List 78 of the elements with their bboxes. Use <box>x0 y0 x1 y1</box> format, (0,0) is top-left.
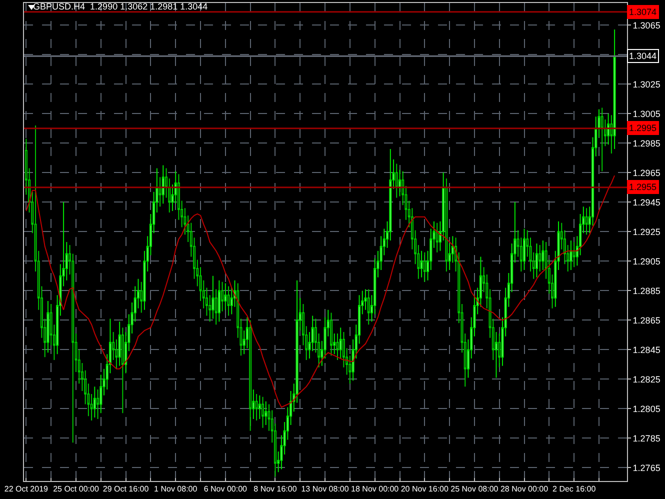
ref-line-label: 1.3044 <box>629 51 657 61</box>
candlestick <box>264 400 268 426</box>
candlestick <box>162 164 164 204</box>
y-tick-label: 1.2805 <box>632 404 660 414</box>
y-tick-label: 1.2965 <box>632 168 660 178</box>
candlestick <box>398 169 402 197</box>
x-tick-label: 13 Nov 08:00 <box>301 484 350 494</box>
ref-line-label: 1.2955 <box>629 182 657 192</box>
candlestick <box>535 242 538 278</box>
x-tick-label: 8 Nov 16:00 <box>254 484 298 494</box>
candlestick <box>258 394 261 420</box>
candlestick <box>93 386 96 418</box>
candlestick <box>252 389 255 420</box>
candlestick <box>46 300 50 354</box>
x-tick-label: 25 Nov 08:00 <box>450 484 499 494</box>
candlestick <box>221 281 224 312</box>
x-tick-label: 28 Nov 00:00 <box>500 484 549 494</box>
candlestick <box>445 178 448 272</box>
candlestick <box>607 113 610 146</box>
candlestick <box>227 286 230 316</box>
candlestick <box>600 107 604 172</box>
y-tick-label: 1.3065 <box>632 20 660 30</box>
candlestick <box>613 29 616 150</box>
candlestick <box>523 228 526 271</box>
candlestick <box>395 163 398 198</box>
candlestick <box>224 282 227 310</box>
candlestick <box>255 393 258 422</box>
x-tick-label: 29 Oct 16:00 <box>102 484 150 494</box>
candlestick <box>538 244 542 272</box>
y-tick-label: 1.2945 <box>632 197 660 208</box>
candlestick <box>610 114 613 154</box>
y-tick-label: 1.2865 <box>632 315 660 326</box>
candlestick <box>420 250 423 278</box>
candlestick <box>218 280 220 322</box>
candlestick <box>140 281 143 314</box>
y-tick-label: 1.2785 <box>632 433 660 444</box>
x-tick-label: 20 Nov 16:00 <box>400 484 449 494</box>
y-tick-label: 1.2905 <box>632 256 660 266</box>
ref-line-label: 1.3074 <box>629 7 657 17</box>
candlestick <box>262 396 264 428</box>
line-series <box>26 175 616 408</box>
candlestick <box>423 252 426 282</box>
candlestick <box>158 176 162 208</box>
x-tick-label: 18 Nov 00:00 <box>351 484 400 494</box>
candlestick <box>367 288 370 326</box>
x-tick-label: 1 Nov 08:00 <box>154 484 198 494</box>
y-tick-label: 1.3005 <box>632 108 660 119</box>
candlestick <box>498 332 501 368</box>
candlestick <box>212 275 214 320</box>
candlestick <box>333 332 336 355</box>
candlestick <box>364 288 367 310</box>
candlestick <box>330 312 333 356</box>
x-tick-label: 22 Oct 2019 <box>4 484 49 494</box>
x-tick-label: 25 Oct 00:00 <box>53 484 100 494</box>
y-tick-label: 1.2825 <box>632 374 660 384</box>
candlestick <box>96 389 100 420</box>
x-tick-label: 6 Nov 00:00 <box>204 484 248 494</box>
y-tick-label: 1.3025 <box>632 79 660 90</box>
y-tick-label: 1.2985 <box>632 138 660 148</box>
candlestick <box>585 208 588 236</box>
x-tick-label: 2 Dec 16:00 <box>552 484 596 494</box>
candlestick <box>542 240 544 271</box>
candlestick <box>336 332 339 361</box>
candlestick <box>214 288 218 326</box>
candlestick <box>121 327 124 414</box>
y-tick-label: 1.2885 <box>632 286 660 296</box>
y-tick-label: 1.2765 <box>632 462 660 473</box>
candlestick <box>494 331 498 378</box>
y-tick-label: 1.2845 <box>632 344 660 355</box>
candlestick <box>572 242 576 268</box>
ref-line-label: 1.2995 <box>629 123 657 133</box>
y-tick-label: 1.2925 <box>632 226 660 237</box>
candlestick <box>436 222 438 253</box>
candlestick <box>339 327 342 360</box>
candlestick <box>118 321 121 366</box>
candlestick <box>570 240 572 271</box>
candlestick <box>249 320 252 432</box>
chart-title: GBPUSD.H4 1.2990 1.3062 1.2981 1.3044 <box>33 1 208 12</box>
